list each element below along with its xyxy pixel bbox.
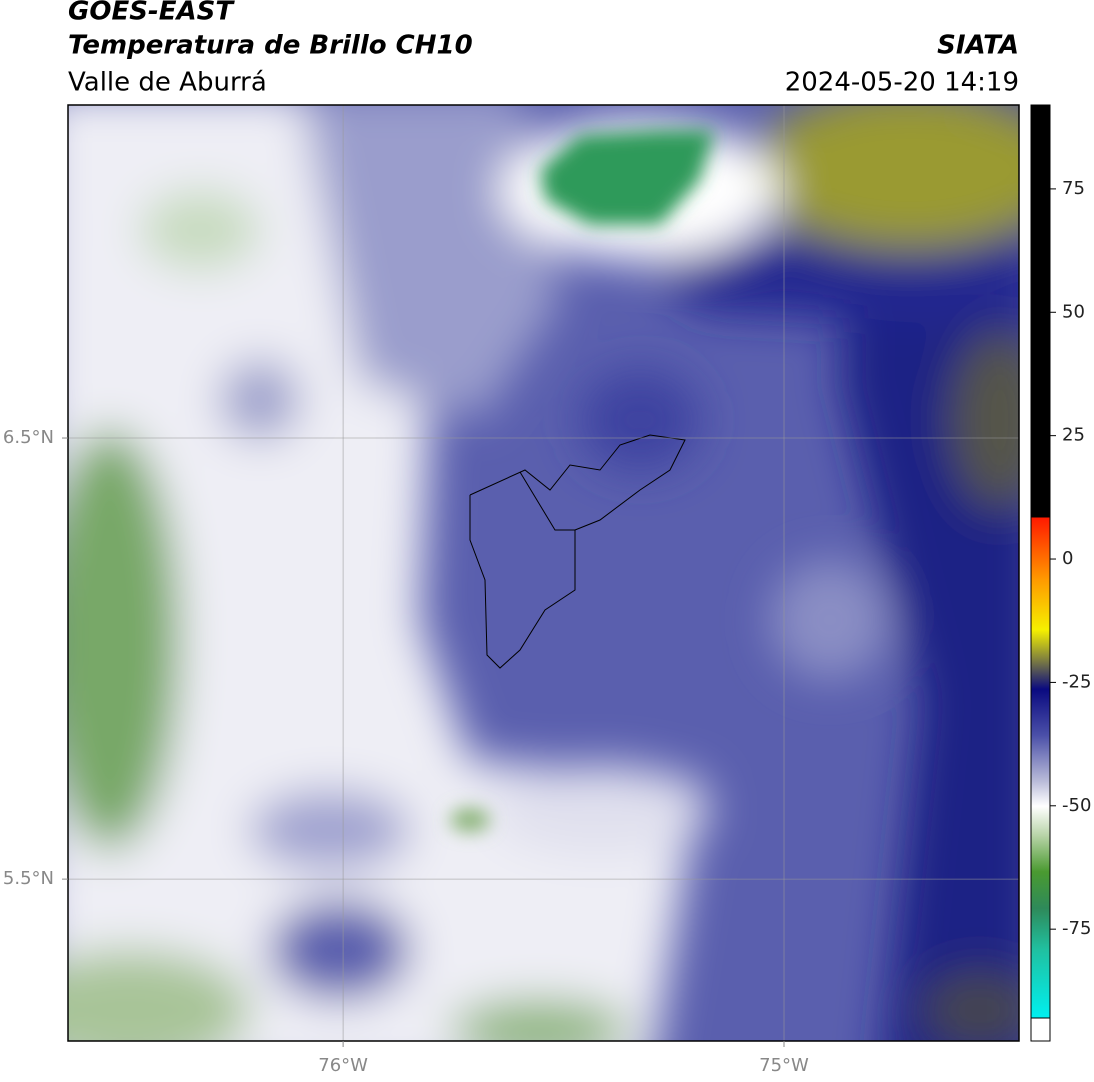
graticule xyxy=(68,105,1019,1041)
region: Valle de Aburrá xyxy=(68,68,267,98)
source: SIATA xyxy=(937,31,1019,61)
colorbar-tick-label: 0 xyxy=(1062,548,1073,569)
brightness-field xyxy=(68,105,1019,1041)
datetime: 2024-05-20 14:19 xyxy=(785,68,1019,98)
lat-label: 5.5°N xyxy=(3,868,54,889)
subtitle: Temperatura de Brillo CH10 xyxy=(68,31,473,61)
title: GOES-EAST xyxy=(68,0,235,27)
colorbar-extension xyxy=(1030,1017,1051,1042)
colorbar-tick-label: 75 xyxy=(1062,178,1085,199)
valley-outline xyxy=(469,434,686,669)
colorbar-frame xyxy=(1030,104,1051,1019)
colorbar-tick-label: 50 xyxy=(1062,301,1085,322)
colorbar-tick-label: -25 xyxy=(1062,671,1091,692)
map-frame xyxy=(67,104,1020,1042)
colorbar-tick-label: -50 xyxy=(1062,795,1091,816)
lon-label: 75°W xyxy=(759,1055,809,1076)
colorbar-tick-label: -75 xyxy=(1062,918,1091,939)
lon-label: 76°W xyxy=(318,1055,368,1076)
municipality-lines xyxy=(519,471,575,531)
colorbar-tick-label: 25 xyxy=(1062,425,1085,446)
colorbar xyxy=(1031,105,1050,1018)
lat-label: 6.5°N xyxy=(3,427,54,448)
